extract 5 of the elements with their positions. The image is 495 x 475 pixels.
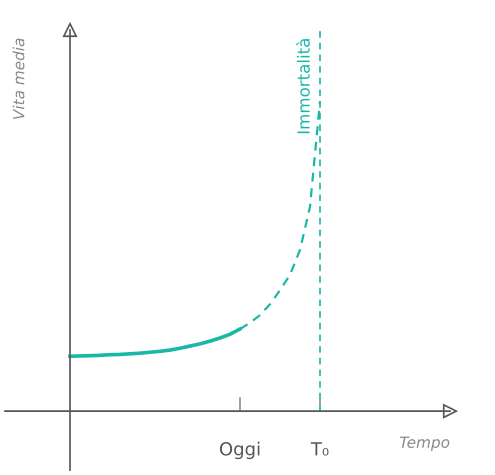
x-tick-label: T₀ — [310, 442, 329, 456]
ref-line-label: Immortalità — [296, 39, 310, 134]
x-tick-label: Oggi — [220, 442, 260, 460]
x-axis-title: Tempo — [400, 436, 450, 451]
y-axis-title: Vita media — [12, 38, 24, 119]
